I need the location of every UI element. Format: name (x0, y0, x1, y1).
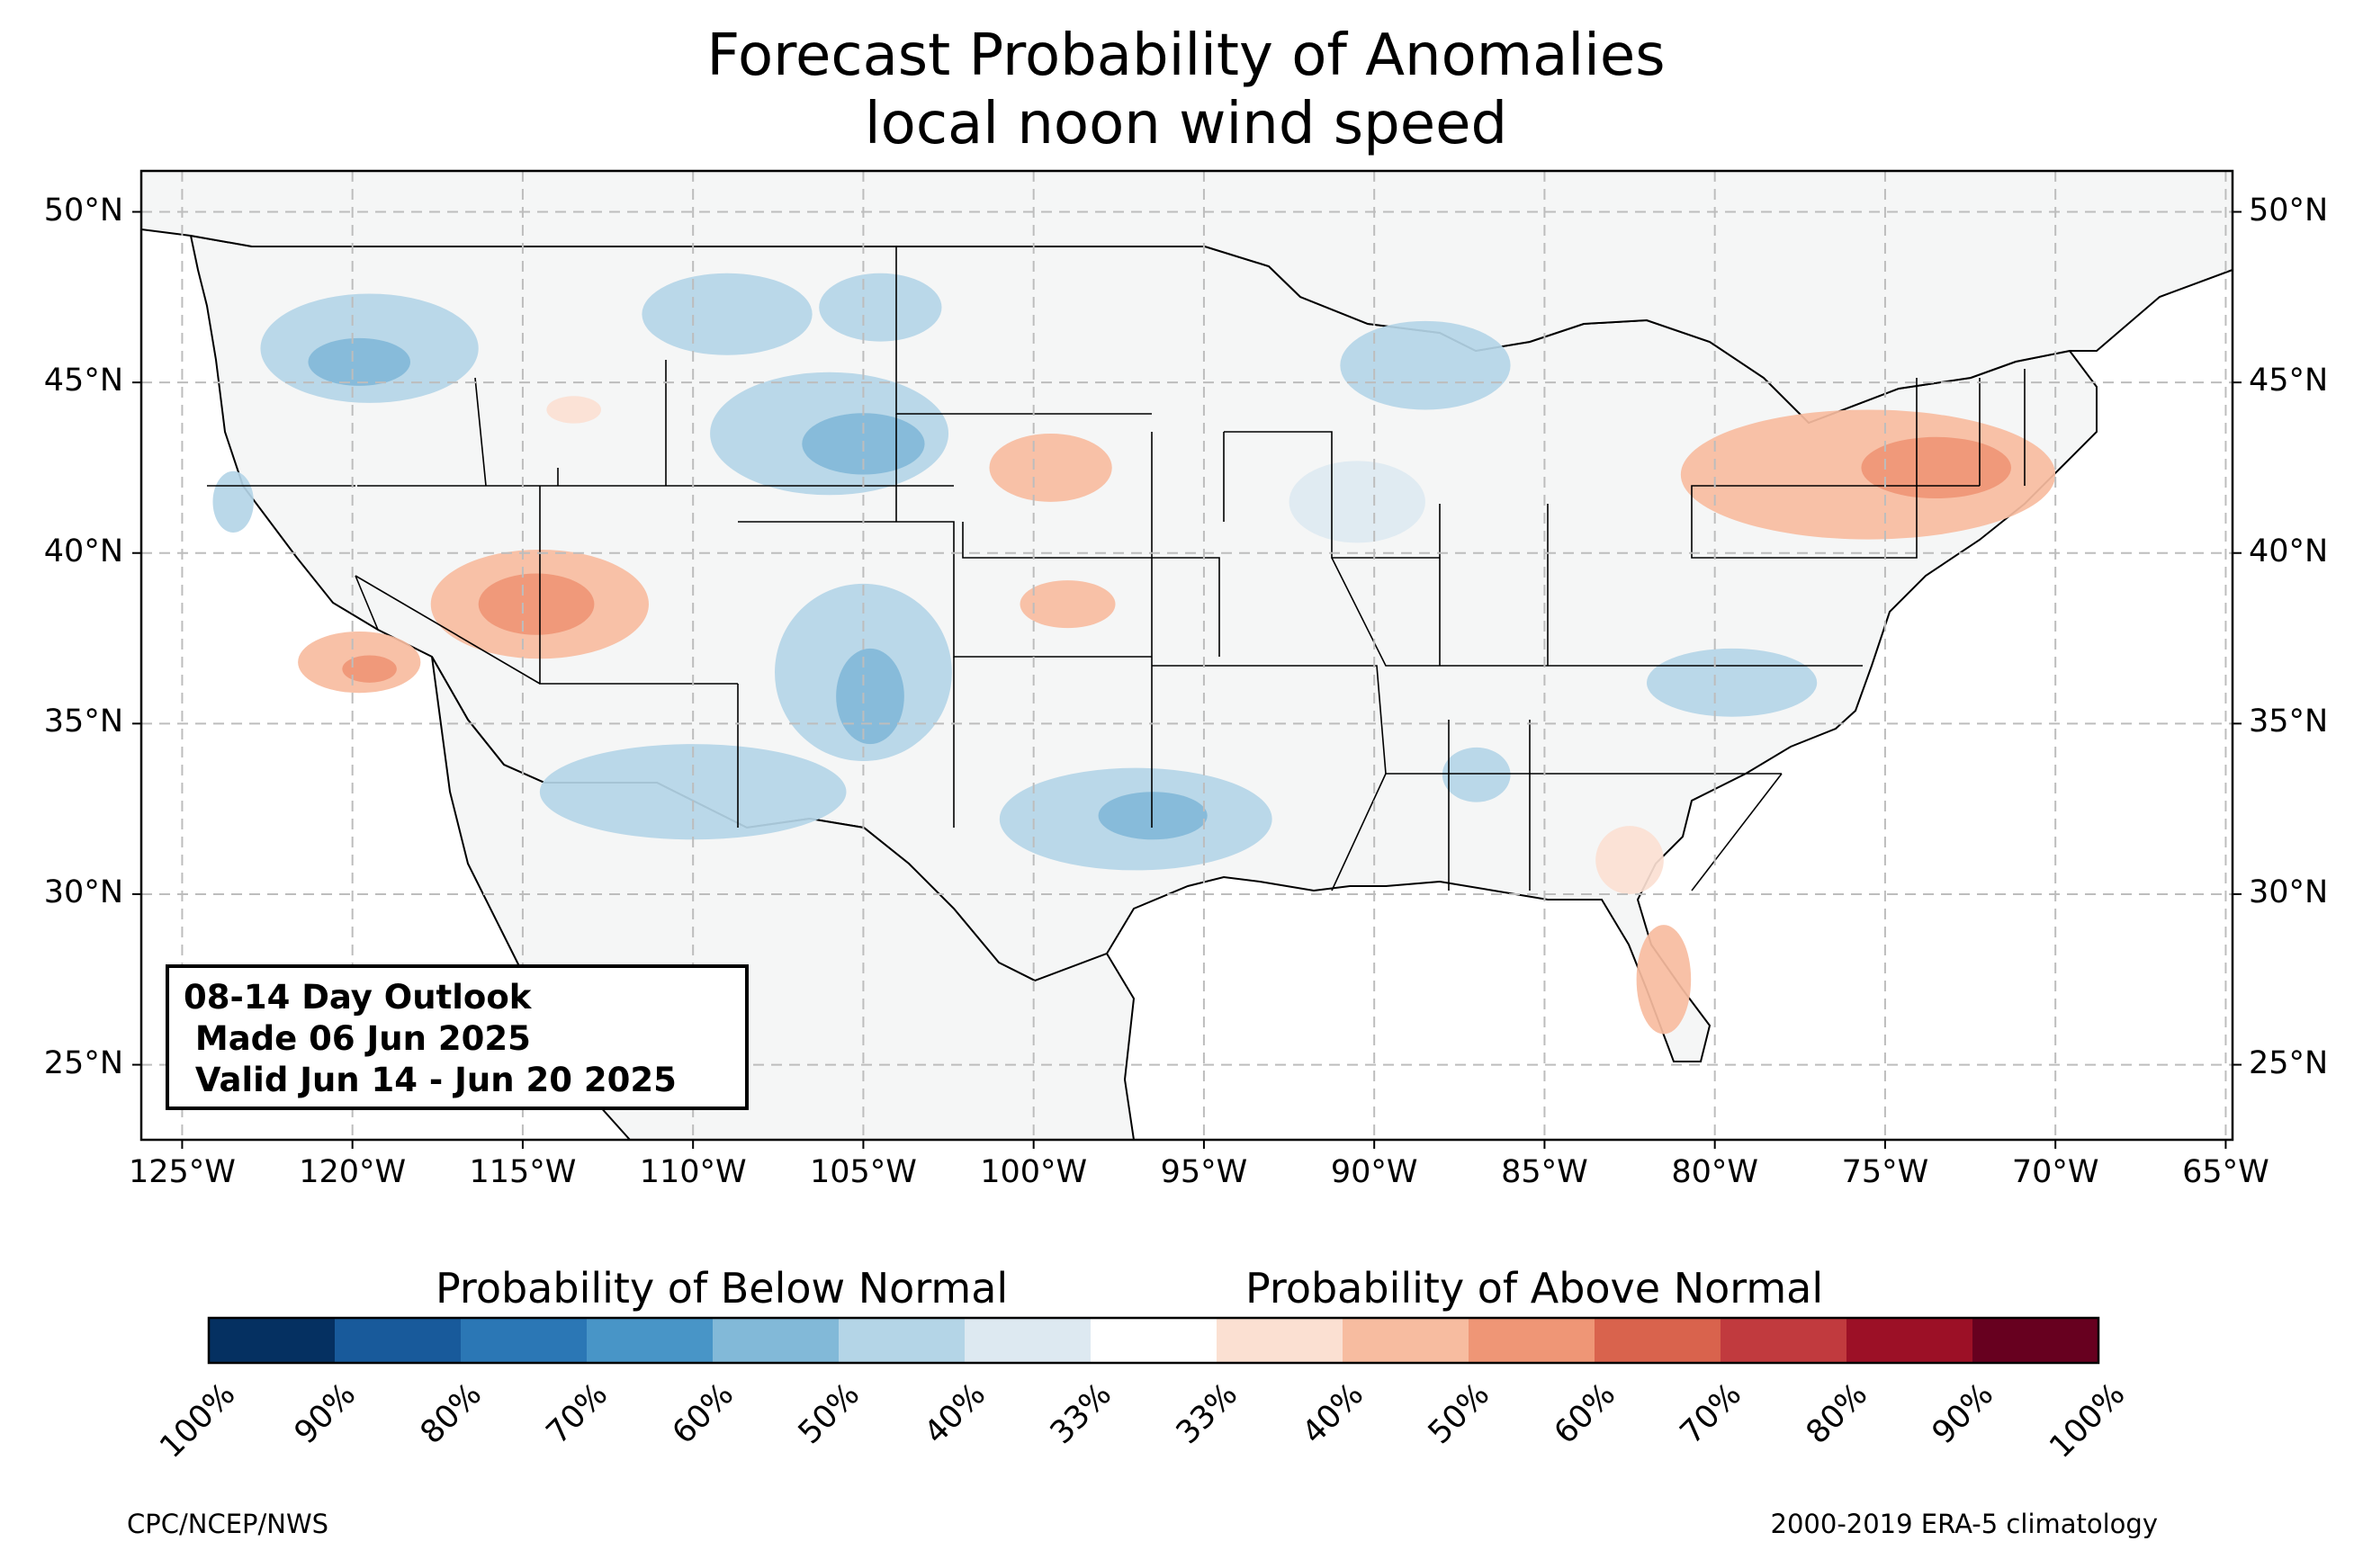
colorbar-segment (1469, 1318, 1595, 1363)
colorbar-segment (965, 1318, 1092, 1363)
probability-colorbar (207, 1316, 2100, 1365)
lat-label: 25°N (43, 1044, 123, 1081)
lat-label: 40°N (43, 533, 123, 569)
colorbar-segment (839, 1318, 966, 1363)
anomaly-region-below-montana-north (642, 273, 813, 355)
colorbar-border (207, 1316, 2100, 1365)
state-boundaries (207, 246, 2026, 892)
frame-ticks (132, 211, 2242, 1149)
anomaly-region-below-colorado-core (836, 648, 904, 745)
lat-label: 45°N (43, 363, 123, 399)
lat-label: 25°N (2249, 1044, 2329, 1081)
colorbar-segment (209, 1318, 336, 1363)
canada-land (141, 171, 2233, 425)
anomaly-region-above-northeast-core (1861, 436, 2011, 499)
lon-label: 80°W (1671, 1154, 1758, 1190)
outlook-period: 08-14 Day Outlook (184, 978, 532, 1017)
footer-climatology: 2000-2019 ERA-5 climatology (1770, 1509, 2158, 1539)
lon-label: 115°W (469, 1154, 577, 1190)
colorbar-segment (1595, 1318, 1721, 1363)
lat-label: 30°N (43, 874, 123, 910)
anomaly-region-above-georgia (1595, 826, 1664, 894)
anomaly-region-below-iowa-illinois (1289, 461, 1425, 543)
anomaly-region-below-nw-core (308, 337, 411, 386)
anomaly-region-above-nevada-utah-core (478, 573, 595, 635)
lat-label: 40°N (2249, 533, 2329, 569)
lat-label: 50°N (43, 192, 123, 228)
anomaly-region-above-florida (1636, 925, 1692, 1035)
colorbar-segment (1972, 1318, 2099, 1363)
anomaly-region-below-california-coast (212, 470, 254, 533)
outlook-valid-dates: Valid Jun 14 - Jun 20 2025 (184, 1061, 677, 1099)
colorbar-segment (1091, 1318, 1217, 1363)
lon-label: 85°W (1501, 1154, 1588, 1190)
lon-label: 90°W (1330, 1154, 1418, 1190)
anomaly-region-above-idaho-wyoming (546, 396, 601, 424)
lat-label: 35°N (43, 703, 123, 740)
colorbar-segment (1846, 1318, 1973, 1363)
colorbar-segment (713, 1318, 840, 1363)
colorbar-below-heading: Probability of Below Normal (436, 1264, 1009, 1313)
lon-label: 65°W (2182, 1154, 2269, 1190)
colorbar-segment (461, 1318, 588, 1363)
colorbar-segment (1343, 1318, 1469, 1363)
lon-label: 110°W (639, 1154, 747, 1190)
anomaly-region-below-texas-core (1098, 792, 1208, 840)
outlook-made-date: Made 06 Jun 2025 (184, 1019, 531, 1058)
lon-label: 100°W (980, 1154, 1088, 1190)
outlook-info-box: 08-14 Day Outlook Made 06 Jun 2025 Valid… (166, 964, 749, 1110)
anomaly-region-below-alabama (1442, 747, 1511, 802)
colorbar-segment (1721, 1318, 1847, 1363)
lon-label: 105°W (809, 1154, 917, 1190)
map-frame (139, 169, 2234, 1142)
lat-label: 30°N (2249, 874, 2329, 910)
map-subtitle: local noon wind speed (864, 91, 1508, 157)
anomaly-region-above-california-core (342, 655, 397, 683)
colorbar-segment (1217, 1318, 1343, 1363)
anomaly-region-below-virginia-nc (1646, 648, 1818, 717)
colorbar-segment (587, 1318, 714, 1363)
lon-label: 120°W (299, 1154, 407, 1190)
anomaly-region-below-wisconsin (1340, 320, 1511, 410)
lat-label: 35°N (2249, 703, 2329, 740)
lon-label: 95°W (1160, 1154, 1248, 1190)
anomaly-region-above-nebraska (989, 434, 1112, 502)
anomaly-region-above-kansas (1020, 580, 1116, 629)
lon-label: 75°W (1841, 1154, 1929, 1190)
colorbar-segment (335, 1318, 462, 1363)
lon-label: 125°W (128, 1154, 236, 1190)
map-title: Forecast Probability of Anomalies (706, 22, 1666, 89)
anomaly-region-below-montana-ne (819, 273, 942, 342)
lat-label: 45°N (2249, 363, 2329, 399)
footer-source: CPC/NCEP/NWS (127, 1509, 329, 1539)
lat-label: 50°N (2249, 192, 2329, 228)
lon-label: 70°W (2011, 1154, 2099, 1190)
colorbar-above-heading: Probability of Above Normal (1245, 1264, 1824, 1313)
